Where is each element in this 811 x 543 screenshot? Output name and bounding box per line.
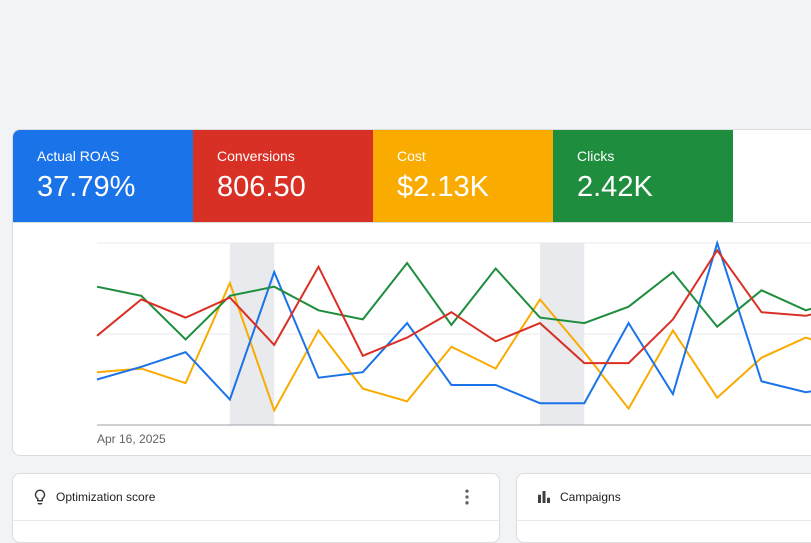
series-line-cost	[96, 280, 811, 413]
card-header: Campaigns	[517, 474, 811, 521]
card-title: Optimization score	[56, 490, 156, 504]
bar-chart-icon	[538, 491, 550, 503]
metric-tile-conversions[interactable]: Conversions 806.50	[193, 130, 373, 223]
series-line-clicks	[96, 261, 811, 341]
x-axis-start-date: Apr 16, 2025	[97, 432, 166, 446]
metric-tile-actual-roas[interactable]: Actual ROAS 37.79%	[13, 130, 193, 223]
series-line-conversions	[96, 248, 811, 365]
metric-value: 37.79%	[37, 171, 136, 203]
metric-label: Actual ROAS	[37, 148, 120, 164]
metric-tile-clicks[interactable]: Clicks 2.42K	[553, 130, 733, 223]
metric-value: 2.42K	[577, 171, 653, 203]
metric-value: $2.13K	[397, 171, 489, 203]
metric-label: Clicks	[577, 148, 615, 164]
campaigns-card: Campaigns	[516, 473, 811, 543]
metric-value: 806.50	[217, 171, 306, 203]
metric-tile-cost[interactable]: Cost $2.13K	[373, 130, 553, 223]
metric-label: Cost	[397, 148, 426, 164]
performance-line-chart	[96, 239, 811, 426]
card-header: Optimization score	[13, 474, 499, 521]
metric-tiles: Actual ROAS 37.79% Conversions 806.50 Co…	[13, 130, 811, 223]
card-title: Campaigns	[560, 490, 621, 504]
overview-card: Actual ROAS 37.79% Conversions 806.50 Co…	[12, 129, 811, 456]
optimization-score-card: Optimization score	[12, 473, 500, 543]
lightbulb-icon	[34, 489, 46, 505]
more-vert-icon[interactable]	[457, 487, 477, 507]
metric-label: Conversions	[217, 148, 295, 164]
metric-divider	[13, 222, 811, 223]
